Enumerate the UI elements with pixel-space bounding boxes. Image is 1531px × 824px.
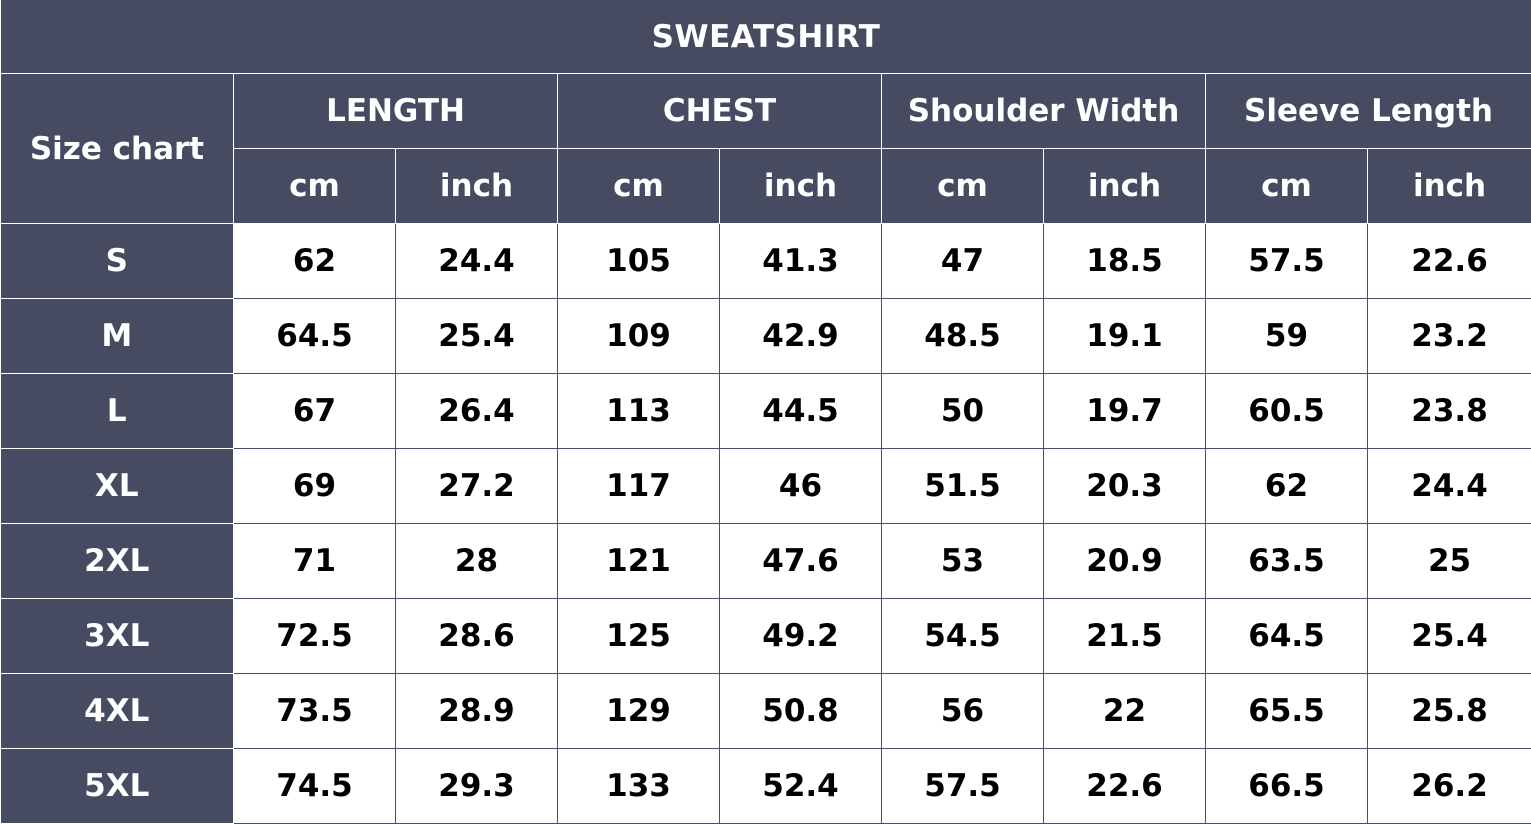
measurement-cell: 74.5 [233,748,396,824]
group-header-sleeve-length: Sleeve Length [1204,73,1531,149]
measurement-cell: 42.9 [719,298,882,374]
unit-header: inch [1366,148,1531,224]
table-title: SWEATSHIRT [0,0,1531,74]
measurement-cell: 105 [557,223,720,299]
measurement-cell: 25.4 [395,298,558,374]
measurement-cell: 62 [233,223,396,299]
table-row: 3XL 72.5 28.6 125 49.2 54.5 21.5 64.5 25.4 [0,598,1531,674]
group-header-length: LENGTH [233,73,558,149]
group-header-chest: CHEST [557,73,882,149]
measurement-cell: 27.2 [395,448,558,524]
measurement-cell: 69 [233,448,396,524]
measurement-cell: 62 [1205,448,1368,524]
table-row: S 62 24.4 105 41.3 47 18.5 57.5 22.6 [0,223,1531,299]
measurement-cell: 133 [557,748,720,824]
measurement-cell: 125 [557,598,720,674]
measurement-cell: 59 [1205,298,1368,374]
measurement-cell: 72.5 [233,598,396,674]
measurement-cell: 46 [719,448,882,524]
measurement-cell: 73.5 [233,673,396,749]
measurement-cell: 22 [1043,673,1206,749]
measurement-cell: 56 [881,673,1044,749]
size-chart-corner-label: Size chart [0,73,234,224]
measurement-cell: 26.4 [395,373,558,449]
measurement-cell: 71 [233,523,396,599]
measurement-cell: 65.5 [1205,673,1368,749]
measurement-cell: 54.5 [881,598,1044,674]
measurement-cell: 23.8 [1366,373,1531,449]
measurement-cell: 53 [881,523,1044,599]
measurement-cell: 25.8 [1366,673,1531,749]
unit-header: inch [395,148,558,224]
measurement-cell: 28 [395,523,558,599]
table-row: 4XL 73.5 28.9 129 50.8 56 22 65.5 25.8 [0,673,1531,749]
measurement-cell: 47 [881,223,1044,299]
table-row: 2XL 71 28 121 47.6 53 20.9 63.5 25 [0,523,1531,599]
measurement-cell: 50.8 [719,673,882,749]
measurement-cell: 22.6 [1366,223,1531,299]
measurement-cell: 29.3 [395,748,558,824]
group-header-row: Size chart LENGTH CHEST Shoulder Width S… [0,73,1531,224]
measurement-cell: 47.6 [719,523,882,599]
measurement-cell: 48.5 [881,298,1044,374]
measurement-cell: 109 [557,298,720,374]
measurement-cell: 52.4 [719,748,882,824]
unit-header: cm [233,148,396,224]
measurement-cell: 20.9 [1043,523,1206,599]
measurement-cell: 63.5 [1205,523,1368,599]
measurement-cell: 23.2 [1366,298,1531,374]
measurement-cell: 67 [233,373,396,449]
measurement-cell: 57.5 [881,748,1044,824]
table-row: L 67 26.4 113 44.5 50 19.7 60.5 23.8 [0,373,1531,449]
measurement-cell: 60.5 [1205,373,1368,449]
measurement-cell: 49.2 [719,598,882,674]
measurement-cell: 21.5 [1043,598,1206,674]
size-label: M [0,298,234,374]
unit-header-row: cm inch cm inch cm inch cm inch [1,148,1531,224]
measurement-cell: 25 [1366,523,1531,599]
measurement-cell: 66.5 [1205,748,1368,824]
measurement-cell: 41.3 [719,223,882,299]
unit-header: cm [881,148,1044,224]
table-row: XL 69 27.2 117 46 51.5 20.3 62 24.4 [0,448,1531,524]
table-row: 5XL 74.5 29.3 133 52.4 57.5 22.6 66.5 26.2 [0,748,1531,824]
measurement-cell: 44.5 [719,373,882,449]
measurement-cell: 19.7 [1043,373,1206,449]
unit-header: cm [557,148,720,224]
measurement-cell: 50 [881,373,1044,449]
size-label: 3XL [0,598,234,674]
measurement-cell: 22.6 [1043,748,1206,824]
measurement-cell: 20.3 [1043,448,1206,524]
size-label: 2XL [0,523,234,599]
group-header-shoulder-width: Shoulder Width [881,73,1206,149]
measurement-cell: 51.5 [881,448,1044,524]
unit-header: inch [719,148,882,224]
measurement-cell: 24.4 [1366,448,1531,524]
measurement-cell: 19.1 [1043,298,1206,374]
measurement-cell: 28.9 [395,673,558,749]
measurement-cell: 117 [557,448,720,524]
size-label: 5XL [0,748,234,824]
measurement-cell: 121 [557,523,720,599]
title-row: SWEATSHIRT [0,0,1531,74]
measurement-cell: 64.5 [233,298,396,374]
size-label: L [0,373,234,449]
unit-header: cm [1205,148,1368,224]
size-label: 4XL [0,673,234,749]
measurement-cell: 25.4 [1366,598,1531,674]
size-label: S [0,223,234,299]
measurement-cell: 57.5 [1205,223,1368,299]
unit-header: inch [1043,148,1206,224]
measurement-cell: 18.5 [1043,223,1206,299]
size-label: XL [0,448,234,524]
table-row: M 64.5 25.4 109 42.9 48.5 19.1 59 23.2 [0,298,1531,374]
measurement-cell: 113 [557,373,720,449]
measurement-cell: 64.5 [1205,598,1368,674]
measurement-cell: 129 [557,673,720,749]
measurement-cell: 24.4 [395,223,558,299]
measurement-cell: 28.6 [395,598,558,674]
measurement-cell: 26.2 [1366,748,1531,824]
